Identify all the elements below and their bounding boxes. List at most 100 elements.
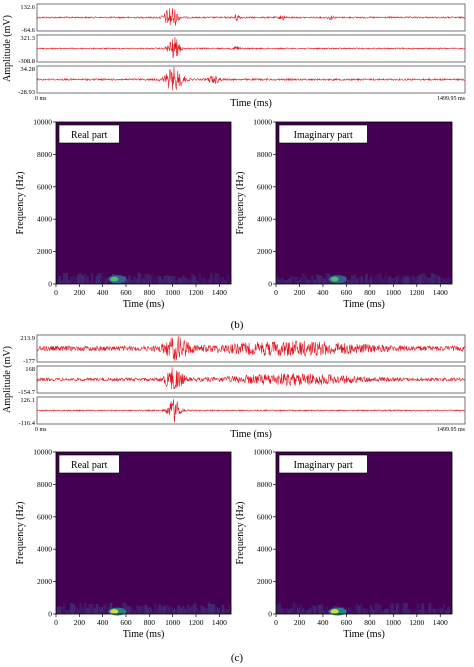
spectrogram-cell [191, 274, 194, 284]
spectrogram-cell [65, 273, 68, 284]
spectrogram-cell [186, 604, 190, 614]
channel-ymin-label: -64.6 [21, 27, 35, 34]
y-tick-label: 0 [48, 610, 52, 619]
channel-signal-line [36, 367, 466, 390]
spectrogram-cell [184, 277, 187, 284]
spectrogram-cell [184, 608, 187, 614]
spectrogram-cell [182, 606, 185, 614]
channel-ymin-label: -154.7 [18, 389, 36, 396]
spectrogram-cell [58, 606, 61, 614]
spectrogram-cell [221, 277, 225, 284]
x-tick-label: 800 [144, 618, 156, 627]
spectrogram-cell [423, 610, 427, 614]
spectrogram-cell [207, 602, 211, 614]
spectrogram-cell [437, 607, 441, 614]
channel-signal-line [36, 8, 466, 26]
spectrogram-cell [294, 603, 298, 614]
spectrogram-cell [437, 276, 441, 284]
spectrogram-cell [172, 609, 176, 614]
spectrogram-cell [81, 606, 85, 614]
spectrogram-cell [360, 276, 364, 284]
spectrogram-cell [442, 278, 446, 284]
spectrogram-cell [435, 608, 439, 614]
spectrogram-cell [362, 279, 366, 284]
spectrogram-cell [93, 607, 96, 614]
spectrogram-cell [79, 273, 82, 284]
x-tick-label: 0 [274, 288, 278, 297]
spectrogram-cell [63, 602, 66, 614]
spectrogram-cell [285, 280, 289, 284]
spectrogram-cell [91, 603, 94, 614]
spectrogram-cell [297, 607, 300, 614]
spectrogram-cell [390, 278, 394, 284]
spectrogram-background [276, 452, 452, 614]
spectrogram-cell [325, 273, 328, 284]
y-tick-label: 0 [48, 280, 52, 289]
spectrogram-cell [203, 607, 206, 614]
spectrogram-cell [407, 276, 411, 284]
spectrogram-cell [158, 604, 162, 614]
spectrogram-cell [189, 606, 192, 614]
spectrogram-cell [60, 280, 64, 284]
spectrogram-frame [275, 451, 453, 615]
x-tick-label: 1200 [409, 288, 424, 297]
spectrogram-cell [217, 607, 220, 614]
spectrogram-cell [414, 609, 418, 614]
spectrogram-cell [72, 275, 75, 284]
y-tick-label: 4000 [257, 215, 272, 224]
spectrogram-cell [65, 610, 68, 614]
x-tick-label: 200 [294, 288, 306, 297]
spectrogram-cell [346, 280, 350, 284]
spectrogram-cell [444, 610, 448, 614]
spectrogram-cell [372, 609, 375, 614]
spectrogram-cell [447, 276, 450, 284]
spectrogram-cell [414, 277, 418, 284]
spectrogram-cell [177, 605, 180, 614]
spectrogram-cell [88, 280, 92, 284]
spectrogram-cell [130, 280, 134, 284]
spectrogram-cell [365, 608, 368, 614]
spectrogram-cell [428, 603, 432, 614]
spectrogram-cell [165, 604, 169, 614]
spectrogram-cell [74, 277, 78, 284]
spectrogram-cell [100, 606, 103, 614]
spectrogram-cell [386, 277, 389, 284]
spectrogram-cell [191, 605, 194, 614]
spectrogram-background [56, 452, 231, 614]
spectrogram-frame [55, 121, 232, 285]
x-tick-label: 600 [341, 618, 353, 627]
spectrogram-cell [297, 280, 300, 284]
spectrogram-cell [376, 603, 380, 614]
y-tick-label: 6000 [37, 182, 52, 191]
spectrogram-cell [358, 605, 361, 614]
spectrogram-cell [228, 275, 232, 284]
spectrogram-cell [304, 609, 307, 614]
y-tick-label: 6000 [37, 512, 52, 521]
spectrogram-cell [144, 604, 148, 614]
channel-signal-line [36, 66, 466, 91]
spectrogram-cell [147, 274, 150, 284]
spectrogram-cell [292, 602, 296, 614]
spectrogram-cell [210, 273, 213, 284]
spectrogram-b-imag: 0 200 400 600 800 1000 1200 1400 0 2000 4000 6000 80… [235, 118, 453, 310]
x-tick-label: 800 [364, 618, 376, 627]
spectrogram-cell [186, 279, 190, 284]
spectrogram-cell [56, 278, 59, 284]
spectrogram-cell [315, 274, 319, 284]
spectrogram-cell [390, 603, 394, 614]
spectrogram-cell [379, 273, 382, 284]
spectrogram-cell [449, 609, 453, 614]
spectrogram-c-real: 0 200 400 600 800 1000 1200 1400 0 2000 4000 6000 80… [15, 448, 232, 640]
spectrogram-cell [212, 276, 215, 284]
channel-signal-line [36, 36, 466, 59]
spectrogram-cell [388, 276, 392, 284]
spectrogram-cell [212, 604, 215, 614]
spectrogram-cell [376, 272, 380, 284]
spectrogram-cell [290, 276, 293, 284]
spectrogram-cell [421, 603, 425, 614]
spectrogram-cell [86, 276, 89, 284]
spectrogram-cell [158, 276, 162, 284]
spectrogram-cell [163, 275, 166, 284]
spectrogram-background [276, 122, 452, 284]
